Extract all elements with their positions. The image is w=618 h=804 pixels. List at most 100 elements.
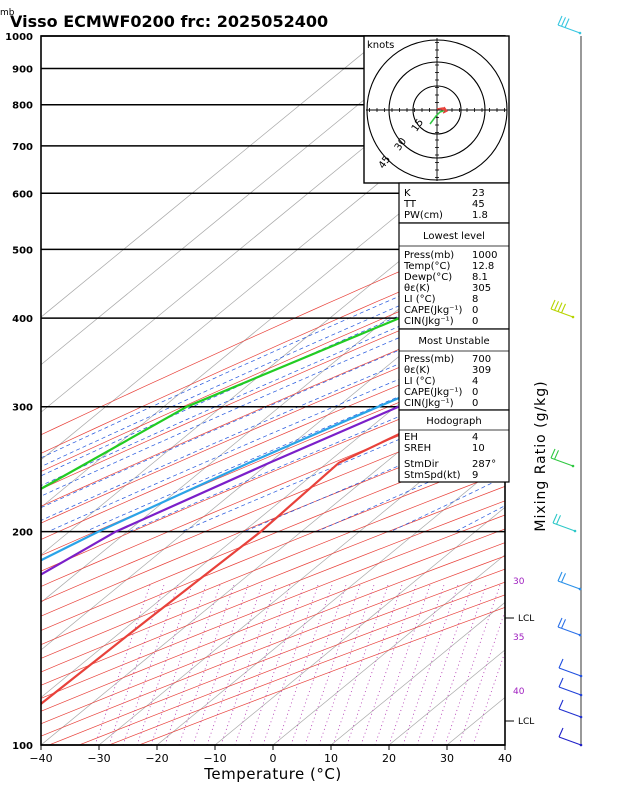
- hodograph-table-header: Hodograph: [426, 416, 481, 427]
- lowest-level-row-0-value: 1000: [472, 250, 497, 261]
- moist-adiabat-line: [0, 36, 618, 532]
- wind-barb-flag: [555, 301, 559, 310]
- most-unstable-row-3-label: CAPE(Jkg⁻¹): [404, 387, 462, 398]
- isotherm-line: [41, 36, 618, 745]
- hodograph-unit-label: knots: [367, 40, 394, 51]
- lowest-level-row-6-value: 0: [472, 316, 478, 327]
- x-tick-label: −20: [145, 752, 168, 765]
- theta-e-line: [361, 585, 416, 745]
- dry-adiabat-line: [0, 36, 618, 745]
- most-unstable-row-4-label: CIN(Jkg⁻¹): [404, 398, 454, 409]
- dry-adiabat-line: [0, 36, 618, 745]
- wind-barb-staff: [559, 709, 581, 717]
- most-unstable-row-0-value: 700: [472, 354, 491, 365]
- wind-barb-flag: [559, 728, 563, 737]
- theta-e-line: [221, 585, 276, 745]
- lowest-level-row-3-label: θε(K): [404, 283, 430, 294]
- wind-barb-flag: [562, 573, 566, 582]
- wind-barb-flag: [559, 700, 563, 709]
- x-tick-label: −30: [87, 752, 110, 765]
- lowest-level-header: Lowest level: [423, 231, 485, 242]
- wind-barb-staff: [559, 668, 581, 676]
- wind-barb: [559, 728, 582, 746]
- hodograph-table-row-3-label: StmSpd(kt): [404, 470, 461, 481]
- wind-barb-flag: [559, 659, 563, 668]
- wind-barb-flag: [565, 19, 569, 28]
- wind-barb-base: [580, 694, 583, 697]
- hodograph-table-row-0-value: 4: [472, 432, 478, 443]
- wind-barb: [558, 618, 581, 636]
- lowest-level-row-1-label: Temp(°C): [403, 261, 451, 272]
- lowest-level-row-6-label: CIN(Jkg⁻¹): [404, 316, 454, 327]
- moist-adiabat-line: [508, 36, 618, 532]
- y-tick-label: 500: [12, 245, 33, 256]
- x-tick-label: 20: [382, 752, 396, 765]
- index-2-value: 1.8: [472, 210, 488, 221]
- wind-barb-flag: [559, 678, 563, 687]
- lcl-label-lower: LCL: [518, 717, 534, 727]
- dry-adiabat-line: [0, 36, 618, 745]
- hodograph-table-row-2-label: StmDir: [404, 459, 439, 470]
- index-2-label: PW(cm): [404, 210, 443, 221]
- moist-adiabat-line: [0, 36, 618, 532]
- most-unstable-row-4-value: 0: [472, 398, 478, 409]
- theta-e-line: [207, 585, 262, 745]
- y-tick-label: 100: [12, 741, 33, 752]
- theta-e-line: [137, 585, 192, 745]
- theta-e-line: [95, 585, 150, 745]
- most-unstable-header: Most Unstable: [418, 336, 489, 347]
- lowest-level-row-0-label: Press(mb): [404, 250, 454, 261]
- profile-temperature: [0, 36, 618, 745]
- y-tick-label: 1000: [5, 32, 33, 43]
- wind-barb-flag: [558, 572, 562, 581]
- dry-adiabat-line: [0, 36, 618, 745]
- theta-e-line: [319, 585, 374, 745]
- wind-barb-flag: [555, 450, 559, 459]
- x-axis-label: Temperature (°C): [203, 765, 341, 783]
- lowest-level-row-2-label: Dewp(°C): [404, 272, 452, 283]
- dry-adiabat-line: [0, 36, 618, 745]
- x-tick-label: −10: [203, 752, 226, 765]
- dry-adiabat-line: [0, 36, 618, 745]
- wind-barb-staff: [559, 737, 581, 745]
- theta-e-line: [109, 585, 164, 745]
- moist-adiabat-line: [0, 36, 618, 532]
- isotherm-line: [0, 36, 618, 745]
- index-1-value: 45: [472, 199, 485, 210]
- dry-adiabat-line: [0, 36, 618, 745]
- moist-adiabat-line: [0, 36, 618, 532]
- hodograph-table-row-1-value: 10: [472, 443, 485, 454]
- profile-lowest-level-parcel: [0, 36, 618, 664]
- theta-e-line: [291, 585, 346, 745]
- theta-e-line: [375, 585, 430, 745]
- isotherm-line: [0, 36, 384, 745]
- most-unstable-row-1-label: θε(K): [404, 365, 430, 376]
- y-tick-label: 200: [12, 528, 33, 539]
- wind-barb-flag: [558, 618, 562, 627]
- theta-e-line: [389, 585, 444, 745]
- isotherm-line: [0, 36, 618, 745]
- y-tick-label: 400: [12, 314, 33, 325]
- dry-adiabat-line: [0, 36, 618, 745]
- wind-barb-base: [580, 675, 583, 678]
- lowest-level-row-4-value: 8: [472, 294, 478, 305]
- wind-barb: [558, 16, 581, 34]
- dry-adiabat-line: [19, 36, 618, 745]
- theta-e-line: [417, 585, 472, 745]
- wind-barb-flag: [557, 515, 561, 524]
- y-tick-label: 300: [12, 403, 33, 414]
- isotherm-line: [0, 36, 618, 745]
- theta-e-label: 35: [513, 633, 524, 643]
- wind-barb: [558, 572, 581, 590]
- wind-barb: [551, 449, 574, 467]
- wind-barb-staff: [559, 687, 581, 695]
- dry-adiabat-line: [0, 36, 618, 745]
- x-tick-label: 40: [498, 752, 512, 765]
- wind-barb-base: [572, 316, 575, 319]
- dry-adiabat-line: [0, 36, 618, 745]
- wind-barb: [553, 514, 576, 532]
- wind-barb-flag: [562, 304, 566, 313]
- wind-barb-base: [579, 588, 582, 591]
